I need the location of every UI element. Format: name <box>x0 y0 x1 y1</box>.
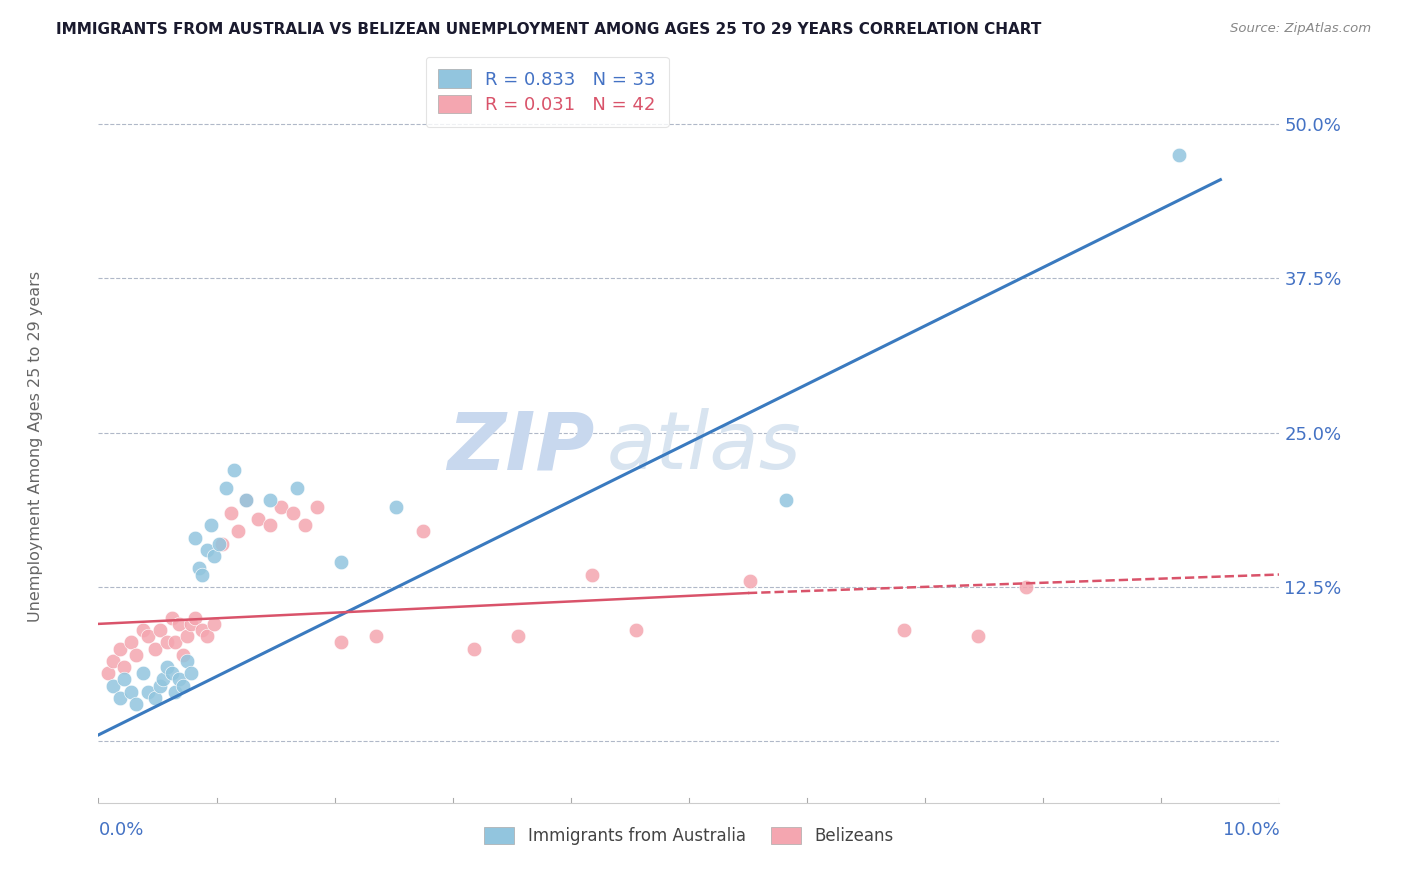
Point <box>385 500 408 514</box>
Point <box>101 679 124 693</box>
Point <box>97 666 120 681</box>
Point <box>121 635 143 649</box>
Point <box>101 654 124 668</box>
Point <box>775 493 797 508</box>
Point <box>156 635 179 649</box>
Point <box>136 629 159 643</box>
Point <box>202 549 225 563</box>
Point <box>160 666 183 681</box>
Point <box>195 542 218 557</box>
Point <box>121 685 143 699</box>
Point <box>180 666 202 681</box>
Point <box>283 506 305 520</box>
Point <box>108 690 131 705</box>
Point <box>187 561 209 575</box>
Point <box>149 679 172 693</box>
Point <box>172 648 194 662</box>
Point <box>184 610 207 624</box>
Point <box>152 673 174 687</box>
Point <box>412 524 434 539</box>
Point <box>259 493 281 508</box>
Point <box>156 660 179 674</box>
Point <box>226 524 249 539</box>
Point <box>112 673 135 687</box>
Point <box>195 629 218 643</box>
Point <box>329 635 352 649</box>
Text: Source: ZipAtlas.com: Source: ZipAtlas.com <box>1230 22 1371 36</box>
Point <box>112 660 135 674</box>
Point <box>180 616 202 631</box>
Point <box>463 641 485 656</box>
Point <box>285 481 308 495</box>
Point <box>143 641 166 656</box>
Point <box>246 512 269 526</box>
Point <box>893 623 915 637</box>
Point <box>215 481 238 495</box>
Point <box>211 536 233 550</box>
Point <box>294 518 316 533</box>
Point <box>364 629 387 643</box>
Point <box>165 635 187 649</box>
Point <box>208 536 231 550</box>
Text: atlas: atlas <box>606 409 801 486</box>
Point <box>1014 580 1036 594</box>
Point <box>143 690 166 705</box>
Point <box>506 629 529 643</box>
Point <box>740 574 762 588</box>
Point <box>176 654 198 668</box>
Point <box>184 531 207 545</box>
Point <box>219 506 242 520</box>
Point <box>967 629 990 643</box>
Point <box>136 685 159 699</box>
Point <box>305 500 328 514</box>
Point <box>202 616 225 631</box>
Point <box>125 697 148 711</box>
Point <box>624 623 647 637</box>
Point <box>329 555 352 569</box>
Point <box>191 623 214 637</box>
Point <box>224 462 246 476</box>
Point <box>167 616 190 631</box>
Point <box>176 629 198 643</box>
Point <box>581 567 603 582</box>
Text: 10.0%: 10.0% <box>1223 822 1279 839</box>
Point <box>1168 148 1191 162</box>
Point <box>235 493 257 508</box>
Point <box>132 666 155 681</box>
Point <box>270 500 292 514</box>
Text: ZIP: ZIP <box>447 409 595 486</box>
Point <box>108 641 131 656</box>
Point <box>149 623 172 637</box>
Text: 0.0%: 0.0% <box>98 822 143 839</box>
Point <box>235 493 257 508</box>
Point <box>191 567 214 582</box>
Point <box>200 518 222 533</box>
Point <box>125 648 148 662</box>
Point <box>167 673 190 687</box>
Point <box>165 685 187 699</box>
Point <box>160 610 183 624</box>
Point <box>172 679 194 693</box>
Point <box>132 623 155 637</box>
Point <box>259 518 281 533</box>
Text: IMMIGRANTS FROM AUSTRALIA VS BELIZEAN UNEMPLOYMENT AMONG AGES 25 TO 29 YEARS COR: IMMIGRANTS FROM AUSTRALIA VS BELIZEAN UN… <box>56 22 1042 37</box>
Text: Unemployment Among Ages 25 to 29 years: Unemployment Among Ages 25 to 29 years <box>28 270 42 622</box>
Legend: Immigrants from Australia, Belizeans: Immigrants from Australia, Belizeans <box>477 819 901 854</box>
